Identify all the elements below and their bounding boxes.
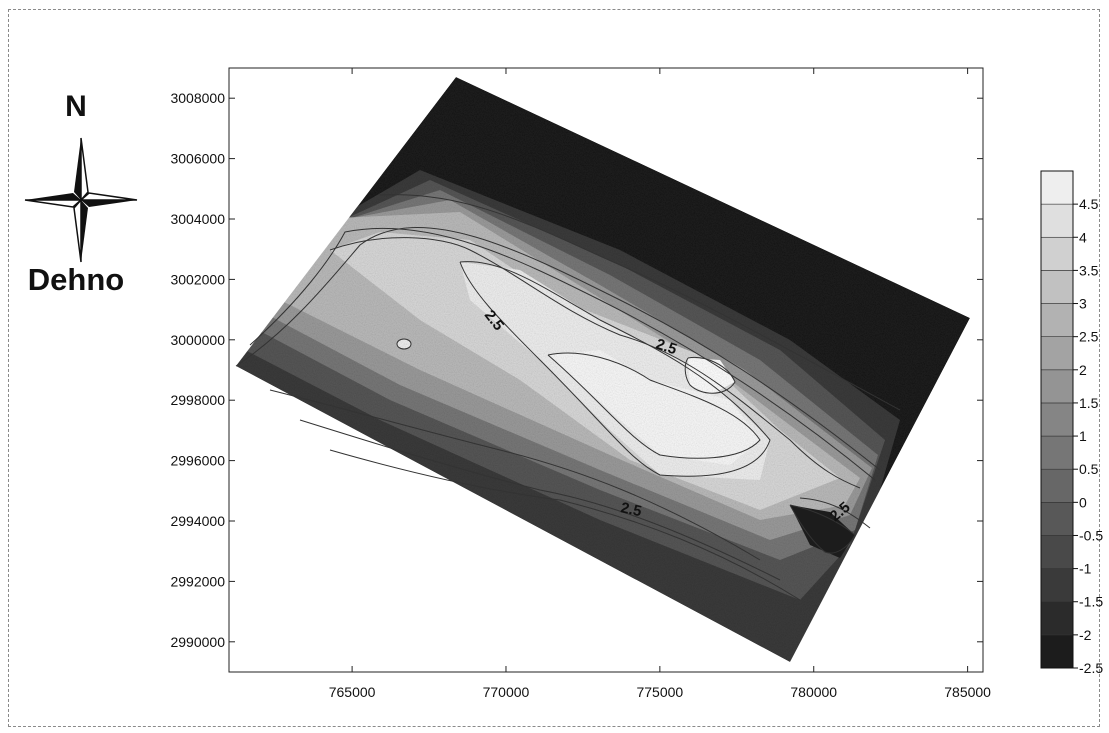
legend-label: 4.5 — [1079, 196, 1099, 212]
plot-area — [228, 67, 984, 673]
legend-swatch — [1040, 568, 1074, 603]
y-tick-label: 2994000 — [170, 513, 225, 529]
legend-border — [1040, 170, 1074, 669]
legend-label: -2.5 — [1079, 660, 1103, 676]
contour-lines — [235, 194, 901, 601]
legend-label: -0.5 — [1079, 527, 1103, 543]
legend-label: 1 — [1079, 428, 1087, 444]
legend-swatch — [1040, 303, 1074, 337]
legend-swatch — [1040, 468, 1074, 503]
legend-label: -2 — [1079, 627, 1092, 643]
contour-label: 2.5 — [619, 499, 643, 520]
legend-swatch — [1040, 336, 1074, 371]
legend-swatch — [1040, 170, 1074, 205]
band-3-5 — [548, 350, 760, 465]
legend-label: 0.5 — [1079, 461, 1099, 477]
low-pocket — [790, 505, 855, 558]
legend-label: 3 — [1079, 296, 1087, 312]
y-tick-label: 2998000 — [170, 392, 225, 408]
y-tick-label: 3006000 — [170, 151, 225, 167]
legend-label: 2 — [1079, 362, 1087, 378]
y-tick-label: 2992000 — [170, 573, 225, 589]
legend-swatch — [1040, 369, 1074, 404]
y-tick-label: 2990000 — [170, 634, 225, 650]
legend-swatch — [1040, 203, 1074, 238]
x-tick-label: 770000 — [483, 684, 530, 700]
y-tick-label: 3008000 — [170, 90, 225, 106]
map-frame — [8, 9, 1100, 727]
legend-swatch — [1040, 502, 1074, 536]
y-tick-label: 3000000 — [170, 332, 225, 348]
contour-label: 2.5 — [654, 336, 679, 359]
legend-swatch — [1040, 270, 1074, 304]
x-axis: 765000 770000 775000 780000 785000 — [329, 68, 991, 700]
y-tick-label: 3004000 — [170, 211, 225, 227]
legend-label: 3.5 — [1079, 262, 1099, 278]
legend-swatch — [1040, 601, 1074, 636]
legend-swatch — [1040, 402, 1074, 437]
x-tick-label: 785000 — [944, 684, 991, 700]
legend-label: 0 — [1079, 494, 1087, 510]
y-tick-label: 2996000 — [170, 453, 225, 469]
small-island — [396, 338, 412, 350]
y-tick-label: 3002000 — [170, 271, 225, 287]
legend-label: -1.5 — [1079, 594, 1103, 610]
x-tick-label: 775000 — [636, 684, 683, 700]
x-tick-label: 765000 — [329, 684, 376, 700]
contour-surface — [236, 77, 970, 662]
legend-label: 2.5 — [1079, 329, 1099, 345]
color-legend: -2.5 -2 -1.5 -1 -0.5 0 0.5 1 1.5 2 2.5 3 3.5 4 4.5 — [1040, 170, 1103, 676]
legend-swatch — [1040, 634, 1074, 669]
north-arrow-icon — [24, 137, 138, 263]
legend-label: 1.5 — [1079, 395, 1099, 411]
legend-label: -1 — [1079, 561, 1092, 577]
y-axis: 2990000 2992000 2994000 2996000 2998000 30000… — [170, 90, 983, 650]
x-tick-label: 780000 — [790, 684, 837, 700]
legend-label: 4 — [1079, 229, 1087, 245]
legend-swatch — [1040, 535, 1074, 569]
area-name-label: Dehno — [27, 262, 125, 297]
legend-swatch — [1040, 435, 1074, 470]
north-label: N — [65, 90, 87, 123]
legend-swatch — [1040, 236, 1074, 271]
